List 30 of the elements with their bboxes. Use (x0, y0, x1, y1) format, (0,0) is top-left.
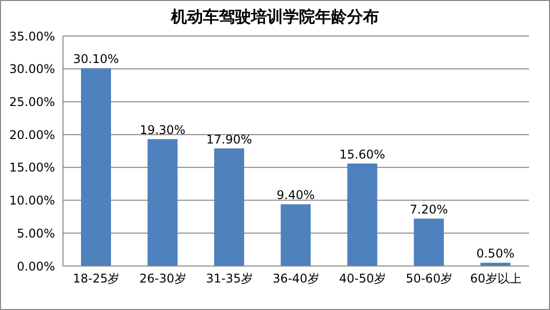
bar (214, 148, 244, 266)
x-tick-label: 18-25岁 (72, 272, 120, 286)
chart-title: 机动车驾驶培训学院年龄分布 (170, 7, 380, 28)
y-tick-label: 5.00% (16, 226, 55, 240)
y-tick-label: 20.00% (9, 128, 55, 142)
data-label: 9.40% (276, 188, 315, 202)
bar (280, 204, 311, 266)
bar (347, 163, 378, 266)
bar (81, 68, 111, 266)
bar (148, 139, 178, 266)
x-tick-label: 36-40岁 (272, 272, 320, 286)
x-tick-label: 60岁以上 (470, 272, 522, 286)
x-tick-label: 40-50岁 (339, 272, 386, 286)
y-tick-label: 30.00% (9, 62, 55, 76)
data-label: 7.20% (410, 202, 448, 217)
y-tick-label: 10.00% (9, 194, 55, 208)
y-tick-label: 25.00% (9, 94, 55, 109)
data-label: 0.50% (476, 246, 514, 261)
y-tick-label: 0.00% (16, 259, 55, 274)
data-label: 30.10% (73, 52, 119, 66)
y-tick-label: 15.00% (9, 160, 55, 175)
data-label: 19.30% (140, 123, 186, 138)
x-tick-label: 26-30岁 (139, 272, 186, 286)
bar (480, 262, 510, 266)
data-label: 15.60% (339, 147, 386, 162)
x-tick-label: 31-35岁 (206, 272, 253, 286)
bar (414, 218, 444, 266)
x-tick-label: 50-60岁 (406, 272, 453, 286)
y-tick-label: 35.00% (9, 29, 55, 44)
data-label: 17.90% (206, 132, 252, 146)
